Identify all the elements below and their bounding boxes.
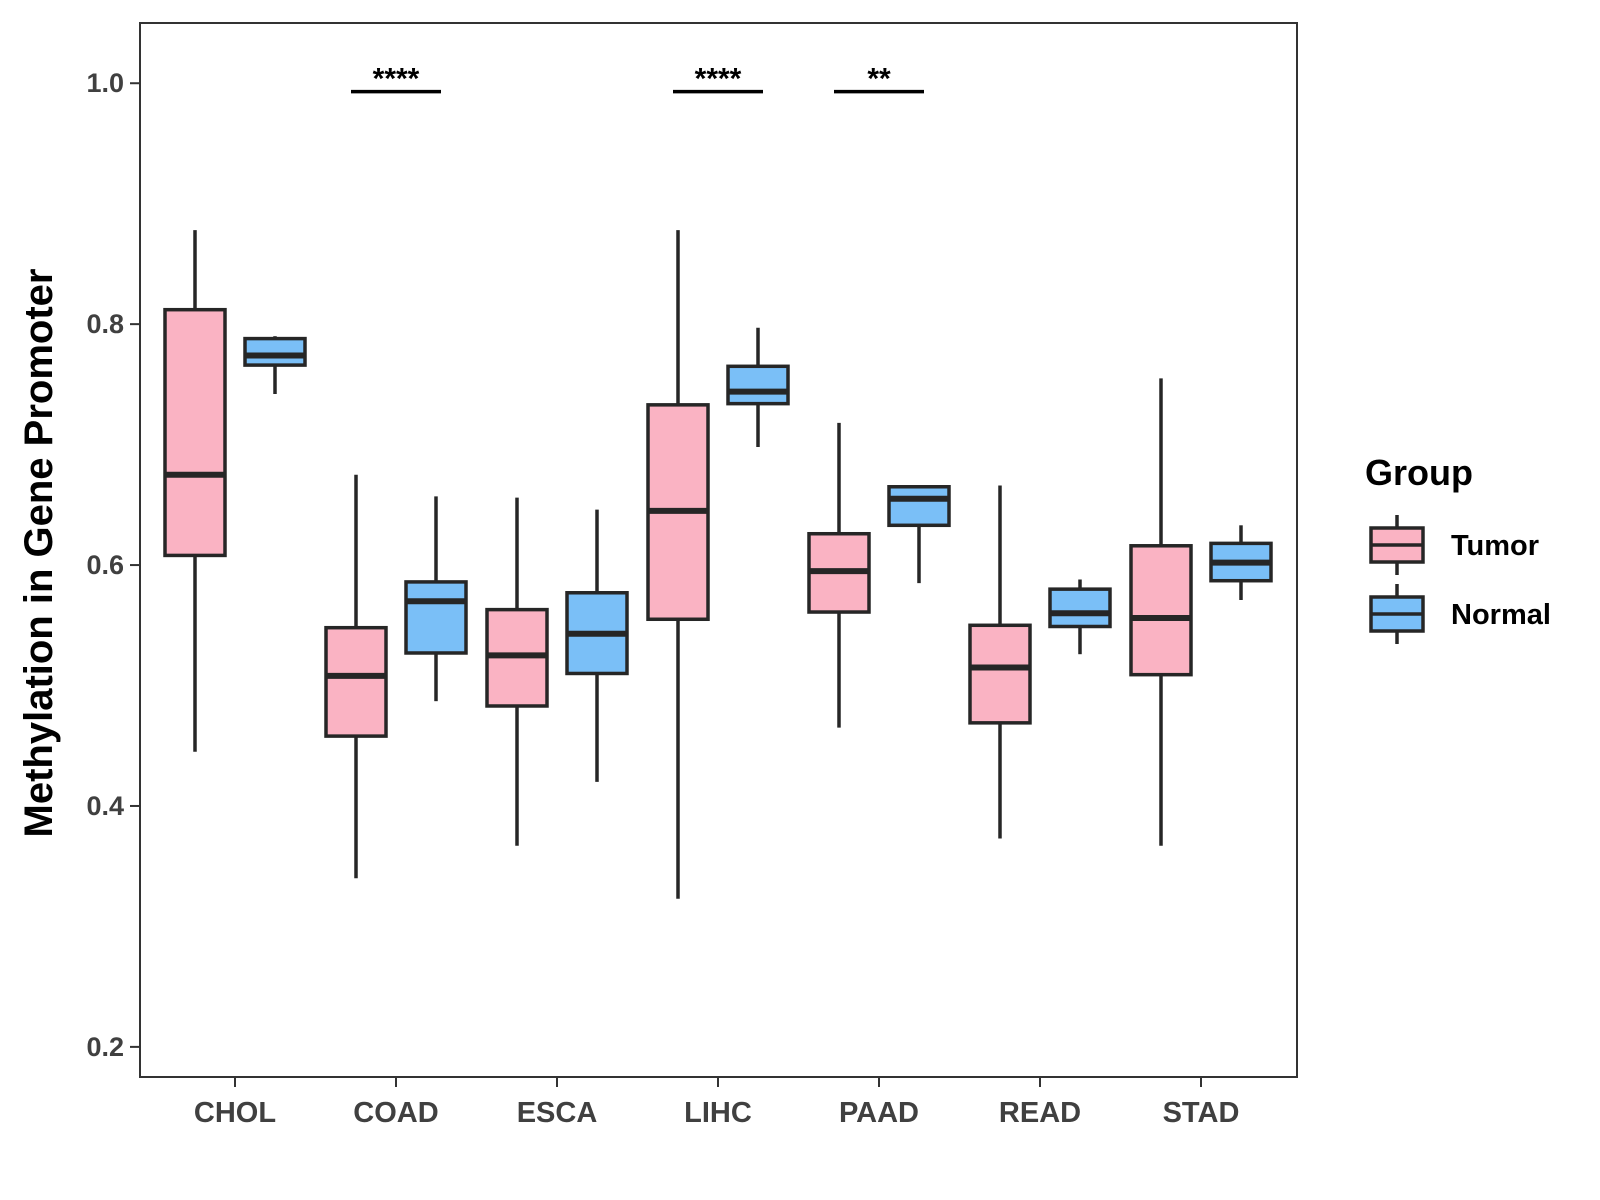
x-tick-label: PAAD bbox=[839, 1097, 919, 1129]
plot-area bbox=[139, 22, 1298, 1078]
box-normal-chol bbox=[243, 336, 307, 395]
box-iqr bbox=[726, 364, 790, 406]
box-tumor-paad bbox=[807, 422, 871, 728]
box-iqr bbox=[324, 625, 388, 738]
x-tick-label: STAD bbox=[1163, 1097, 1240, 1129]
x-tick-label: COAD bbox=[353, 1097, 438, 1129]
box-normal-stad bbox=[1209, 525, 1273, 600]
x-tick-label: READ bbox=[999, 1097, 1081, 1129]
legend: Group Tumor Normal bbox=[1365, 452, 1551, 644]
box-tumor-lihc bbox=[646, 230, 710, 899]
legend-label: Normal bbox=[1451, 599, 1551, 631]
box-iqr bbox=[404, 580, 468, 655]
box-normal-lihc bbox=[726, 327, 790, 448]
box-tumor-esca bbox=[485, 497, 549, 846]
x-tick-label: LIHC bbox=[684, 1097, 752, 1129]
y-axis-label: Methylation in Gene Promoter bbox=[17, 269, 61, 838]
box-normal-esca bbox=[565, 509, 629, 782]
x-axis: CHOL COAD ESCA LIHC PAAD READ STAD bbox=[194, 1077, 1239, 1129]
box-iqr bbox=[968, 623, 1032, 725]
legend-item-normal: Normal bbox=[1369, 584, 1551, 644]
significance-annotations: **** **** ** bbox=[351, 63, 924, 96]
legend-label: Tumor bbox=[1451, 530, 1539, 562]
legend-title: Group bbox=[1365, 452, 1473, 493]
box-iqr bbox=[243, 336, 307, 367]
box-normal-paad bbox=[887, 485, 951, 584]
y-tick-label: 0.2 bbox=[86, 1032, 124, 1062]
significance-label: **** bbox=[373, 63, 420, 96]
box-iqr bbox=[1048, 587, 1112, 629]
box-iqr bbox=[887, 485, 951, 528]
y-tick-label: 0.4 bbox=[86, 791, 124, 821]
x-tick-label: ESCA bbox=[517, 1097, 598, 1129]
box-iqr bbox=[1129, 544, 1193, 677]
significance-label: ** bbox=[867, 63, 891, 96]
x-tick-label: CHOL bbox=[194, 1097, 276, 1129]
y-tick-label: 0.8 bbox=[86, 309, 124, 339]
box-tumor-stad bbox=[1129, 378, 1193, 846]
box-tumor-read bbox=[968, 485, 1032, 839]
box-tumor-chol bbox=[163, 230, 227, 752]
significance-label: **** bbox=[695, 63, 742, 96]
y-tick-label: 0.6 bbox=[86, 550, 124, 580]
y-axis: 0.2 0.4 0.6 0.8 1.0 bbox=[86, 68, 140, 1062]
y-tick-label: 1.0 bbox=[86, 68, 124, 98]
legend-item-tumor: Tumor bbox=[1369, 515, 1539, 575]
box-normal-coad bbox=[404, 496, 468, 702]
box-tumor-coad bbox=[324, 474, 388, 879]
box-normal-read bbox=[1048, 579, 1112, 655]
box-iqr bbox=[163, 307, 227, 558]
